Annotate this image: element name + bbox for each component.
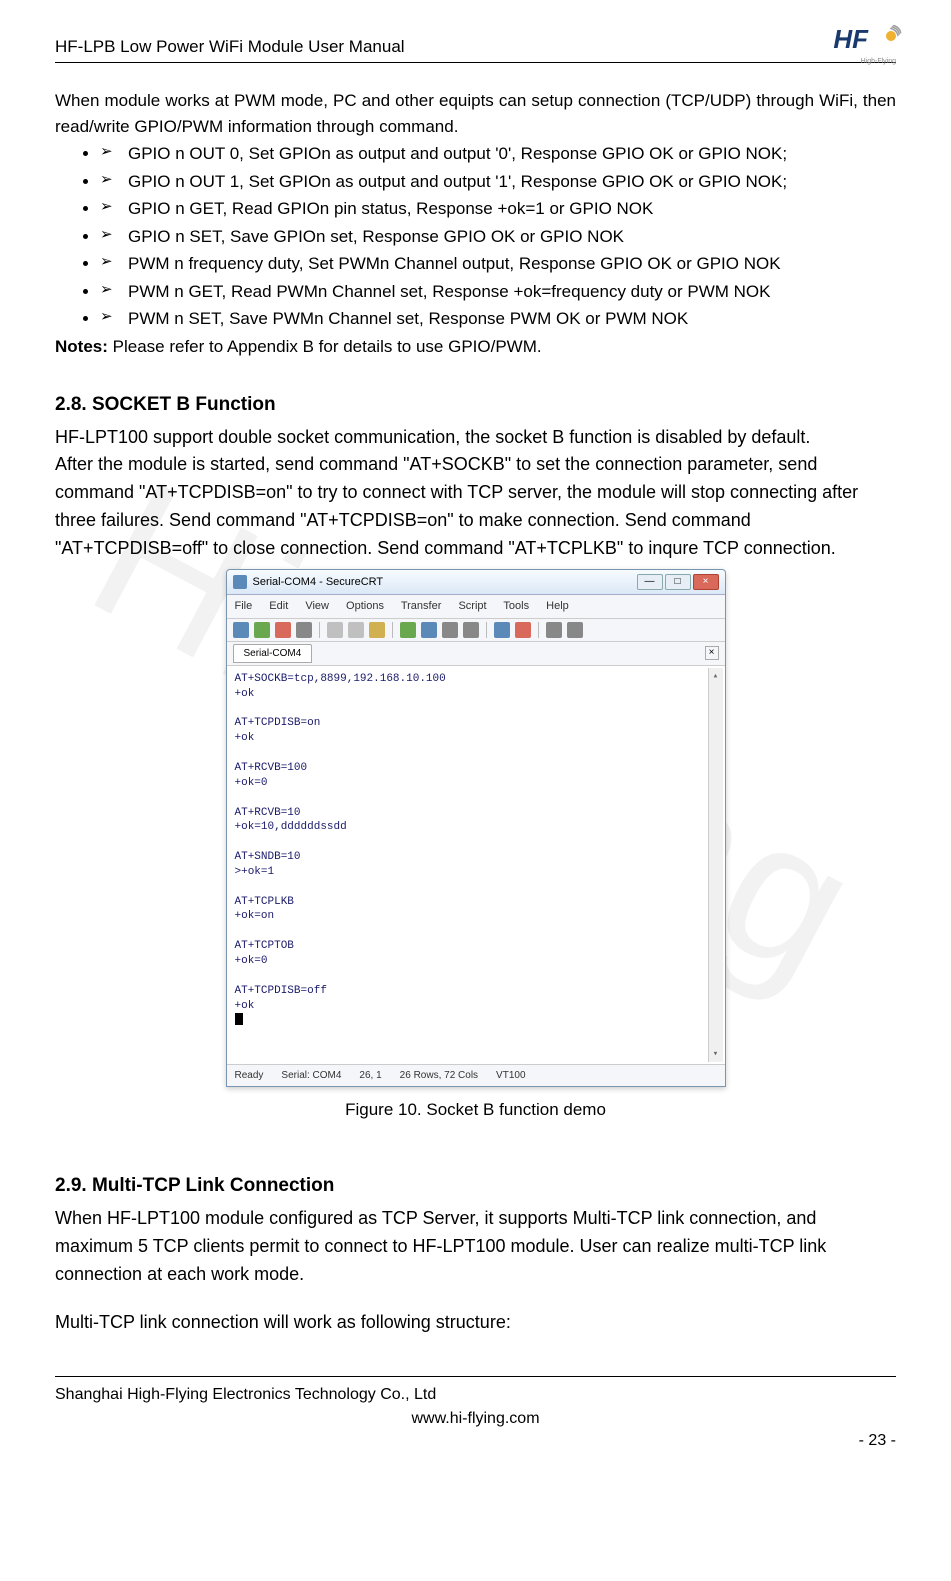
menu-options[interactable]: Options: [346, 600, 384, 612]
notes-line: Notes: Please refer to Appendix B for de…: [55, 334, 896, 360]
notes-label: Notes:: [55, 337, 108, 356]
list-item: PWM n SET, Save PWMn Channel set, Respon…: [100, 306, 896, 332]
toolbar-icon[interactable]: [546, 622, 562, 638]
page-footer: Shanghai High-Flying Electronics Technol…: [55, 1376, 896, 1431]
tab-serial[interactable]: Serial-COM4: [233, 644, 313, 663]
status-ready: Ready: [235, 1068, 264, 1083]
section-2-8: 2.8. SOCKET B Function HF-LPT100 support…: [55, 391, 896, 563]
window-title: Serial-COM4 - SecureCRT: [253, 574, 637, 591]
logo-signal-icon: [870, 27, 896, 53]
toolbar-icon[interactable]: [296, 622, 312, 638]
toolbar-icon[interactable]: [233, 622, 249, 638]
command-list: GPIO n OUT 0, Set GPIOn as output and ou…: [100, 141, 896, 332]
app-icon: [233, 575, 247, 589]
status-vt: VT100: [496, 1068, 525, 1083]
tab-bar: Serial-COM4 ×: [227, 642, 725, 666]
minimize-button[interactable]: —: [637, 574, 663, 590]
toolbar-icon[interactable]: [515, 622, 531, 638]
menu-edit[interactable]: Edit: [269, 600, 288, 612]
list-item: GPIO n SET, Save GPIOn set, Response GPI…: [100, 224, 896, 250]
menu-view[interactable]: View: [305, 600, 329, 612]
toolbar-separator: [538, 622, 539, 638]
toolbar-separator: [319, 622, 320, 638]
notes-text: Please refer to Appendix B for details t…: [108, 337, 542, 356]
logo: HF High-Flying: [833, 20, 896, 59]
maximize-button[interactable]: □: [665, 574, 691, 590]
toolbar-icon[interactable]: [494, 622, 510, 638]
status-bar: Ready Serial: COM4 26, 1 26 Rows, 72 Col…: [227, 1064, 725, 1086]
terminal-output: AT+SOCKB=tcp,8899,192.168.10.100 +ok AT+…: [227, 666, 725, 1064]
logo-subtext: High-Flying: [861, 57, 896, 68]
section-paragraph: When HF-LPT100 module configured as TCP …: [55, 1205, 896, 1289]
terminal-window: Serial-COM4 - SecureCRT — □ × File Edit …: [226, 569, 726, 1087]
status-pos: 26, 1: [359, 1068, 381, 1083]
menu-bar: File Edit View Options Transfer Script T…: [227, 595, 725, 619]
page-number: - 23 -: [859, 1429, 896, 1453]
toolbar: [227, 619, 725, 642]
toolbar-icon[interactable]: [254, 622, 270, 638]
list-item: PWM n GET, Read PWMn Channel set, Respon…: [100, 279, 896, 305]
menu-script[interactable]: Script: [458, 600, 486, 612]
intro-paragraph: When module works at PWM mode, PC and ot…: [55, 88, 896, 139]
menu-transfer[interactable]: Transfer: [401, 600, 442, 612]
footer-company: Shanghai High-Flying Electronics Technol…: [55, 1383, 896, 1407]
toolbar-icon[interactable]: [421, 622, 437, 638]
terminal-text: AT+SOCKB=tcp,8899,192.168.10.100 +ok AT+…: [235, 673, 446, 1012]
section-title: 2.9. Multi-TCP Link Connection: [55, 1172, 896, 1201]
scrollbar[interactable]: ▴ ▾: [708, 668, 723, 1062]
toolbar-separator: [486, 622, 487, 638]
status-serial: Serial: COM4: [281, 1068, 341, 1083]
status-rows: 26 Rows, 72 Cols: [400, 1068, 478, 1083]
scroll-down-icon[interactable]: ▾: [713, 1048, 718, 1060]
toolbar-icon[interactable]: [400, 622, 416, 638]
footer-url: www.hi-flying.com: [55, 1407, 896, 1431]
toolbar-icon[interactable]: [369, 622, 385, 638]
toolbar-icon[interactable]: [275, 622, 291, 638]
list-item: GPIO n OUT 0, Set GPIOn as output and ou…: [100, 141, 896, 167]
figure-terminal: Serial-COM4 - SecureCRT — □ × File Edit …: [55, 569, 896, 1122]
toolbar-icon[interactable]: [327, 622, 343, 638]
figure-caption: Figure 10. Socket B function demo: [55, 1097, 896, 1123]
tab-close-icon[interactable]: ×: [705, 646, 719, 660]
header-title: HF-LPB Low Power WiFi Module User Manual: [55, 34, 405, 60]
list-item: PWM n frequency duty, Set PWMn Channel o…: [100, 251, 896, 277]
toolbar-icon[interactable]: [463, 622, 479, 638]
toolbar-icon[interactable]: [567, 622, 583, 638]
close-button[interactable]: ×: [693, 574, 719, 590]
section-title: 2.8. SOCKET B Function: [55, 391, 896, 420]
section-paragraph: HF-LPT100 support double socket communic…: [55, 424, 896, 452]
menu-tools[interactable]: Tools: [503, 600, 529, 612]
section-2-9: 2.9. Multi-TCP Link Connection When HF-L…: [55, 1172, 896, 1336]
toolbar-separator: [392, 622, 393, 638]
list-item: GPIO n GET, Read GPIOn pin status, Respo…: [100, 196, 896, 222]
window-buttons: — □ ×: [637, 574, 719, 590]
logo-text: HF: [833, 20, 868, 59]
cursor-icon: [235, 1013, 243, 1025]
list-item: GPIO n OUT 1, Set GPIOn as output and ou…: [100, 169, 896, 195]
toolbar-icon[interactable]: [442, 622, 458, 638]
scroll-up-icon[interactable]: ▴: [713, 670, 718, 682]
menu-file[interactable]: File: [235, 600, 253, 612]
menu-help[interactable]: Help: [546, 600, 569, 612]
section-paragraph: After the module is started, send comman…: [55, 451, 896, 563]
page-header: HF-LPB Low Power WiFi Module User Manual…: [55, 20, 896, 63]
section-paragraph: Multi-TCP link connection will work as f…: [55, 1309, 896, 1337]
window-titlebar: Serial-COM4 - SecureCRT — □ ×: [227, 570, 725, 596]
toolbar-icon[interactable]: [348, 622, 364, 638]
